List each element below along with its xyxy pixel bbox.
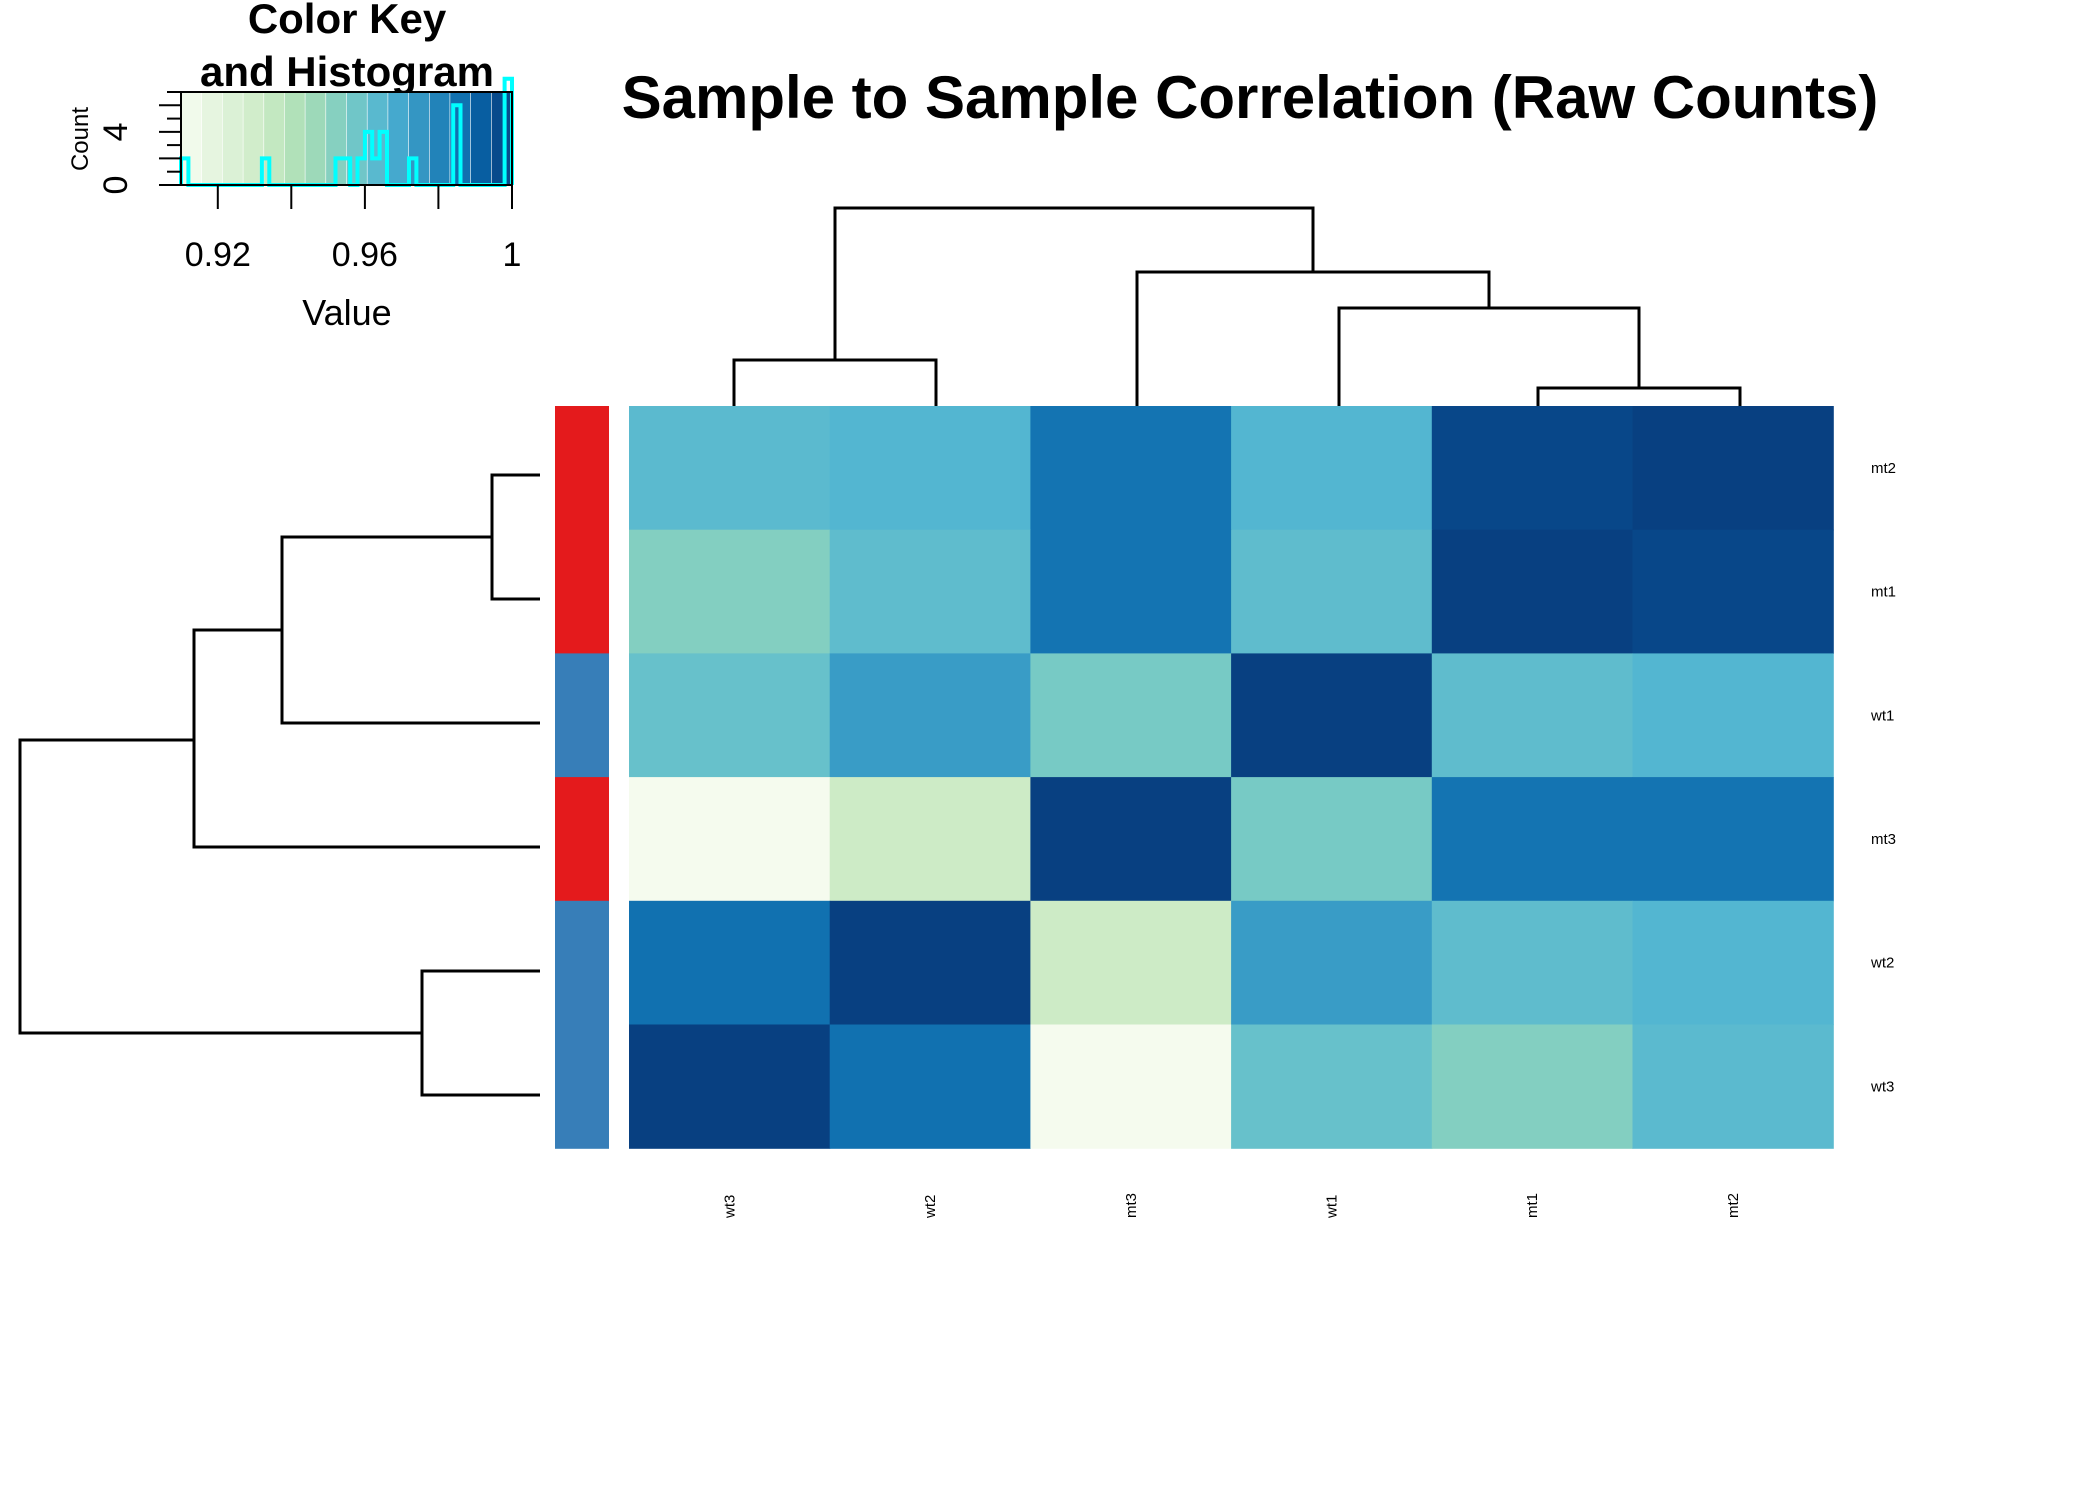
row-side-color-wt2	[555, 900, 609, 1026]
color-key-y-tick-label: 0	[97, 176, 135, 195]
row-label-wt3: wt3	[1870, 1078, 1894, 1095]
color-key-gradient	[180, 91, 513, 186]
color-key-band	[470, 91, 493, 186]
color-key-band	[428, 91, 451, 186]
heatmap-cell-mt2-mt2	[1632, 406, 1834, 531]
row-dendro-merge-mt2-mt1	[490, 473, 540, 601]
heatmap-cell-wt3-wt2	[829, 1024, 1031, 1149]
heatmap-cell-mt2-wt2	[829, 406, 1031, 531]
color-key-x-tick-label: 0.96	[332, 236, 398, 274]
heatmap-cell-mt3-mt1	[1431, 777, 1634, 902]
column-dendrogram	[732, 206, 1742, 406]
row-dendro-root	[18, 738, 422, 1035]
row-side-color-wt1	[555, 653, 609, 778]
heatmap-cell-mt2-mt1	[1431, 406, 1634, 531]
color-key-ylabel: Count	[67, 107, 94, 171]
row-side-color-mt2	[555, 406, 609, 531]
heatmap-cell-mt3-mt2	[1632, 777, 1834, 902]
heatmap-cell-mt3-wt2	[829, 777, 1031, 902]
col-dendro-root	[833, 206, 1315, 360]
row-side-color-wt3	[555, 1024, 609, 1149]
row-label-mt2: mt2	[1871, 460, 1896, 477]
color-key-band	[408, 91, 431, 186]
heatmap-cell-wt3-mt1	[1431, 1024, 1634, 1149]
row-label-wt1: wt1	[1870, 707, 1894, 724]
color-key-band	[180, 91, 203, 186]
color-key-axes: 0.92 0.96 1 0 4	[97, 91, 522, 274]
heatmap-cell-wt1-mt3	[1030, 653, 1232, 778]
heatmap-cell-mt1-mt1	[1431, 529, 1634, 654]
heatmap-cell-mt3-mt3	[1030, 777, 1232, 902]
col-label-wt3: wt3	[721, 1195, 738, 1219]
heatmap-cell-mt1-mt3	[1030, 529, 1232, 654]
heatmap-cell-wt3-mt3	[1030, 1024, 1232, 1149]
color-key-band	[222, 91, 244, 186]
heatmap-cell-wt1-mt1	[1431, 653, 1634, 778]
row-label-mt3: mt3	[1871, 831, 1896, 848]
heatmap-cell-wt1-wt3	[629, 653, 831, 778]
heatmap-cell-wt3-wt1	[1231, 1024, 1433, 1149]
heatmap-cell-mt3-wt3	[629, 777, 831, 902]
color-key-xlabel: Value	[302, 292, 391, 333]
color-key-title-line1: Color Key	[248, 0, 447, 42]
color-key-band	[304, 91, 327, 186]
col-label-mt3: mt3	[1123, 1193, 1140, 1218]
heatmap-cell-wt2-wt3	[629, 900, 831, 1026]
heatmap-cell-mt1-wt1	[1231, 529, 1433, 654]
heatmap-cell-mt2-wt3	[629, 406, 831, 531]
heatmap-cells	[629, 406, 1834, 1149]
row-label-wt2: wt2	[1870, 955, 1894, 972]
heatmap-cell-wt1-wt2	[829, 653, 1031, 778]
row-dendrogram	[18, 473, 540, 1097]
column-labels: wt3 wt2 mt3 wt1 mt1 mt2	[721, 1193, 1741, 1219]
color-key-x-tick-label: 1	[503, 236, 522, 274]
heatmap-cell-wt2-mt1	[1431, 900, 1634, 1026]
col-label-mt1: mt1	[1524, 1193, 1541, 1218]
chart-title: Sample to Sample Correlation (Raw Counts…	[622, 64, 1879, 131]
heatmap-cell-wt3-mt2	[1632, 1024, 1834, 1149]
col-dendro-merge-mt1-mt2	[1536, 386, 1742, 406]
row-dendro-merge-wt2-wt3	[420, 969, 540, 1097]
heatmap-cell-wt3-wt3	[629, 1024, 831, 1149]
heatmap-cell-wt2-mt3	[1030, 900, 1232, 1026]
heatmap-cell-mt1-wt3	[629, 529, 831, 654]
heatmap-cell-mt2-wt1	[1231, 406, 1433, 531]
row-dendro-merge-wt1	[280, 535, 540, 725]
row-side-color-mt3	[555, 777, 609, 902]
col-label-wt2: wt2	[922, 1195, 939, 1219]
heatmap-cell-wt1-wt1	[1231, 653, 1433, 778]
col-dendro-merge-mt3	[1135, 270, 1491, 406]
col-dendro-merge-wt3-wt2	[732, 358, 938, 406]
heatmap-cell-wt2-wt2	[829, 900, 1031, 1026]
color-key-band	[201, 91, 224, 186]
col-dendro-merge-wt1	[1337, 306, 1641, 406]
color-key-band	[284, 91, 306, 186]
col-label-wt1: wt1	[1323, 1195, 1340, 1219]
row-side-colors	[555, 406, 609, 1149]
color-key-band	[490, 91, 513, 186]
heatmap-cell-wt2-wt1	[1231, 900, 1433, 1026]
heatmap-cell-mt1-wt2	[829, 529, 1031, 654]
color-key-x-tick-label: 0.92	[185, 236, 251, 274]
color-key-band	[387, 91, 410, 186]
color-key-y-tick-label: 4	[97, 122, 135, 141]
col-label-mt2: mt2	[1725, 1193, 1742, 1218]
heatmap-cell-wt2-mt2	[1632, 900, 1834, 1026]
color-key-title-line2: and Histogram	[200, 48, 494, 95]
color-key-band	[263, 91, 286, 186]
heatmap-cell-mt3-wt1	[1231, 777, 1433, 902]
row-labels: mt2 mt1 wt1 mt3 wt2 wt3	[1870, 460, 1896, 1095]
heatmap-cell-mt2-mt3	[1030, 406, 1232, 531]
row-dendro-merge-mt3	[192, 628, 540, 849]
heatmap-cell-wt1-mt2	[1632, 653, 1834, 778]
row-label-mt1: mt1	[1871, 584, 1896, 601]
heatmap-cell-mt1-mt2	[1632, 529, 1834, 654]
row-side-color-mt1	[555, 529, 609, 654]
color-key: Color Key and Histogram 0.92 0.96 1 0 4 Coun…	[67, 0, 521, 333]
